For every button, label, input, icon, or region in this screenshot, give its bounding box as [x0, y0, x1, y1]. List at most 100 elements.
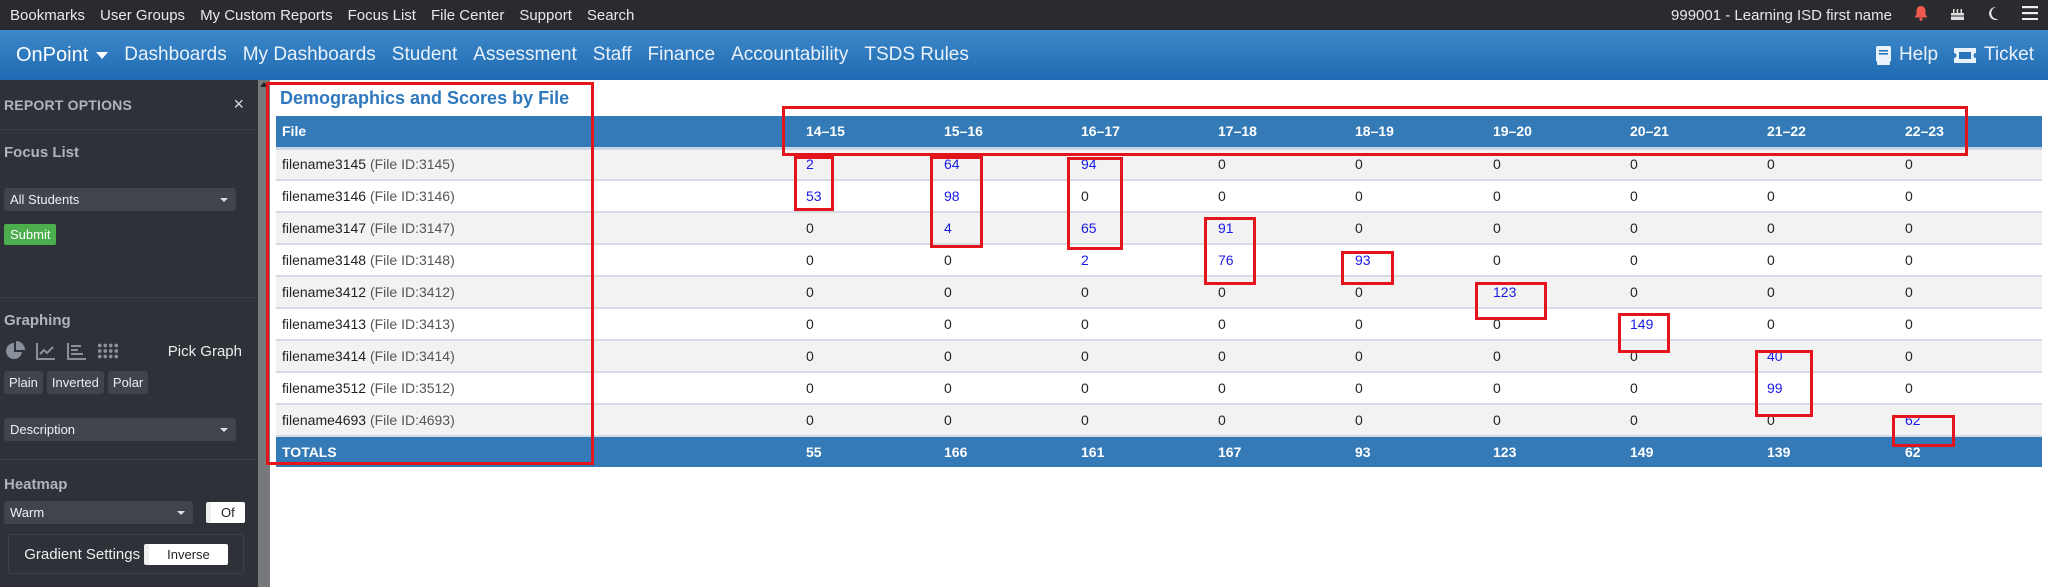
link-focus-list[interactable]: Focus List — [347, 6, 416, 24]
column-header-21-22[interactable]: 21–22 — [1767, 116, 1905, 150]
value-link[interactable]: 94 — [1081, 156, 1097, 173]
value-cell: 0 — [1355, 276, 1493, 309]
close-icon[interactable]: × — [233, 94, 244, 114]
total-cell: 149 — [1630, 436, 1767, 467]
value-cell: 94 — [1081, 148, 1218, 181]
value-cell: 0 — [1493, 148, 1630, 181]
nav-my-dashboards[interactable]: My Dashboards — [242, 44, 376, 65]
heatmap-select[interactable]: Warm — [4, 501, 193, 524]
help-label: Help — [1898, 44, 1939, 65]
value-cell: 0 — [944, 372, 1081, 405]
pie-chart-icon[interactable] — [4, 341, 26, 361]
link-search[interactable]: Search — [586, 6, 635, 24]
value-cell: 64 — [944, 148, 1081, 181]
value-link[interactable]: 62 — [1905, 412, 1921, 428]
value-link[interactable]: 53 — [806, 188, 822, 204]
value-cell: 0 — [1905, 180, 2042, 213]
value-cell: 76 — [1218, 244, 1355, 277]
column-header-14-15[interactable]: 14–15 — [806, 116, 944, 150]
column-header-18-19[interactable]: 18–19 — [1355, 116, 1493, 150]
value-cell: 0 — [1493, 212, 1630, 245]
file-name: filename3414 — [282, 348, 367, 364]
value-cell: 0 — [1218, 148, 1355, 181]
column-header-file[interactable]: File — [276, 116, 806, 150]
inverse-button[interactable]: Inverse — [144, 543, 228, 565]
value-cell: 0 — [1218, 308, 1355, 341]
grid-icon[interactable] — [97, 341, 119, 361]
column-header-19-20[interactable]: 19–20 — [1493, 116, 1630, 150]
value-link[interactable]: 123 — [1493, 284, 1517, 300]
nav-accountability[interactable]: Accountability — [731, 44, 849, 65]
value-cell: 0 — [1767, 276, 1905, 309]
value-link[interactable]: 99 — [1767, 380, 1783, 396]
total-cell: 62 — [1905, 436, 2042, 467]
file-name: filename3147 — [282, 220, 367, 236]
polar-button[interactable]: Polar — [107, 371, 149, 394]
birthday-cake-icon[interactable] — [1950, 6, 1965, 25]
column-header-17-18[interactable]: 17–18 — [1218, 116, 1355, 150]
link-support[interactable]: Support — [519, 6, 572, 24]
link-bookmarks[interactable]: Bookmarks — [10, 6, 86, 24]
value-link[interactable]: 4 — [944, 220, 952, 236]
submit-button[interactable]: Submit — [4, 224, 57, 245]
link-my-custom-reports[interactable]: My Custom Reports — [200, 6, 333, 24]
value-cell: 0 — [806, 308, 944, 341]
link-user-groups[interactable]: User Groups — [100, 6, 186, 24]
nav-assessment[interactable]: Assessment — [473, 44, 577, 65]
main-navbar: OnPoint Dashboards My Dashboards Student… — [0, 30, 2048, 80]
nav-student[interactable]: Student — [391, 44, 458, 65]
value-link[interactable]: 2 — [806, 156, 814, 173]
value-link[interactable]: 76 — [1218, 252, 1234, 268]
table-row: filename3147 (File ID:3147) 0 4 65 91 0 0 0 0 0 — [276, 212, 2042, 245]
nav-staff[interactable]: Staff — [592, 44, 632, 65]
value-link[interactable]: 93 — [1355, 252, 1371, 268]
nav-dashboards[interactable]: Dashboards — [124, 44, 227, 65]
user-label[interactable]: 999001 - Learning ISD first name — [1671, 6, 1892, 24]
hamburger-menu-icon[interactable] — [2022, 6, 2038, 24]
heatmap-toggle[interactable]: Of — [206, 502, 245, 523]
bar-chart-icon[interactable] — [66, 341, 88, 361]
value-link[interactable]: 91 — [1218, 220, 1234, 236]
sidebar-scrollbar[interactable] — [258, 80, 270, 587]
column-header-22-23[interactable]: 22–23 — [1905, 116, 2042, 150]
focus-list-select[interactable]: All Students — [4, 188, 236, 211]
line-chart-icon[interactable] — [35, 341, 57, 361]
onpoint-brand-menu[interactable]: OnPoint — [16, 44, 109, 67]
file-id: (File ID:4693) — [369, 412, 455, 428]
value-link[interactable]: 64 — [944, 156, 960, 173]
value-cell: 0 — [944, 404, 1081, 437]
value-cell: 0 — [1905, 148, 2042, 181]
total-cell: 55 — [806, 436, 944, 467]
total-cell: 93 — [1355, 436, 1493, 467]
value-link[interactable]: 98 — [944, 188, 960, 204]
file-name: filename3512 — [282, 380, 367, 396]
ticket-icon — [1954, 47, 1977, 63]
value-link[interactable]: 149 — [1630, 316, 1654, 332]
link-file-center[interactable]: File Center — [430, 6, 505, 24]
value-link[interactable]: 40 — [1767, 348, 1783, 364]
file-cell: filename3147 (File ID:3147) — [276, 212, 806, 245]
value-cell: 0 — [1081, 372, 1218, 405]
file-cell: filename3414 (File ID:3414) — [276, 340, 806, 373]
inverted-button[interactable]: Inverted — [46, 371, 104, 394]
value-cell: 40 — [1767, 340, 1905, 373]
scroll-up-arrow-icon[interactable] — [260, 82, 268, 87]
bell-icon[interactable] — [1914, 5, 1928, 25]
focus-list-heading: Focus List — [4, 144, 80, 161]
column-header-15-16[interactable]: 15–16 — [944, 116, 1081, 150]
file-cell: filename3412 (File ID:3412) — [276, 276, 806, 309]
nav-finance[interactable]: Finance — [647, 44, 716, 65]
value-link[interactable]: 2 — [1081, 252, 1089, 268]
moon-icon[interactable] — [1987, 6, 2000, 25]
description-select[interactable]: Description — [4, 418, 236, 441]
value-cell: 0 — [1630, 340, 1767, 373]
ticket-button[interactable]: Ticket — [1954, 44, 2034, 66]
value-cell: 0 — [1493, 340, 1630, 373]
column-header-16-17[interactable]: 16–17 — [1081, 116, 1218, 150]
focus-list-selected: All Students — [10, 192, 80, 207]
value-link[interactable]: 65 — [1081, 220, 1097, 236]
help-button[interactable]: Help — [1875, 44, 1939, 66]
nav-tsds-rules[interactable]: TSDS Rules — [864, 44, 969, 65]
plain-button[interactable]: Plain — [4, 371, 43, 394]
column-header-20-21[interactable]: 20–21 — [1630, 116, 1767, 150]
